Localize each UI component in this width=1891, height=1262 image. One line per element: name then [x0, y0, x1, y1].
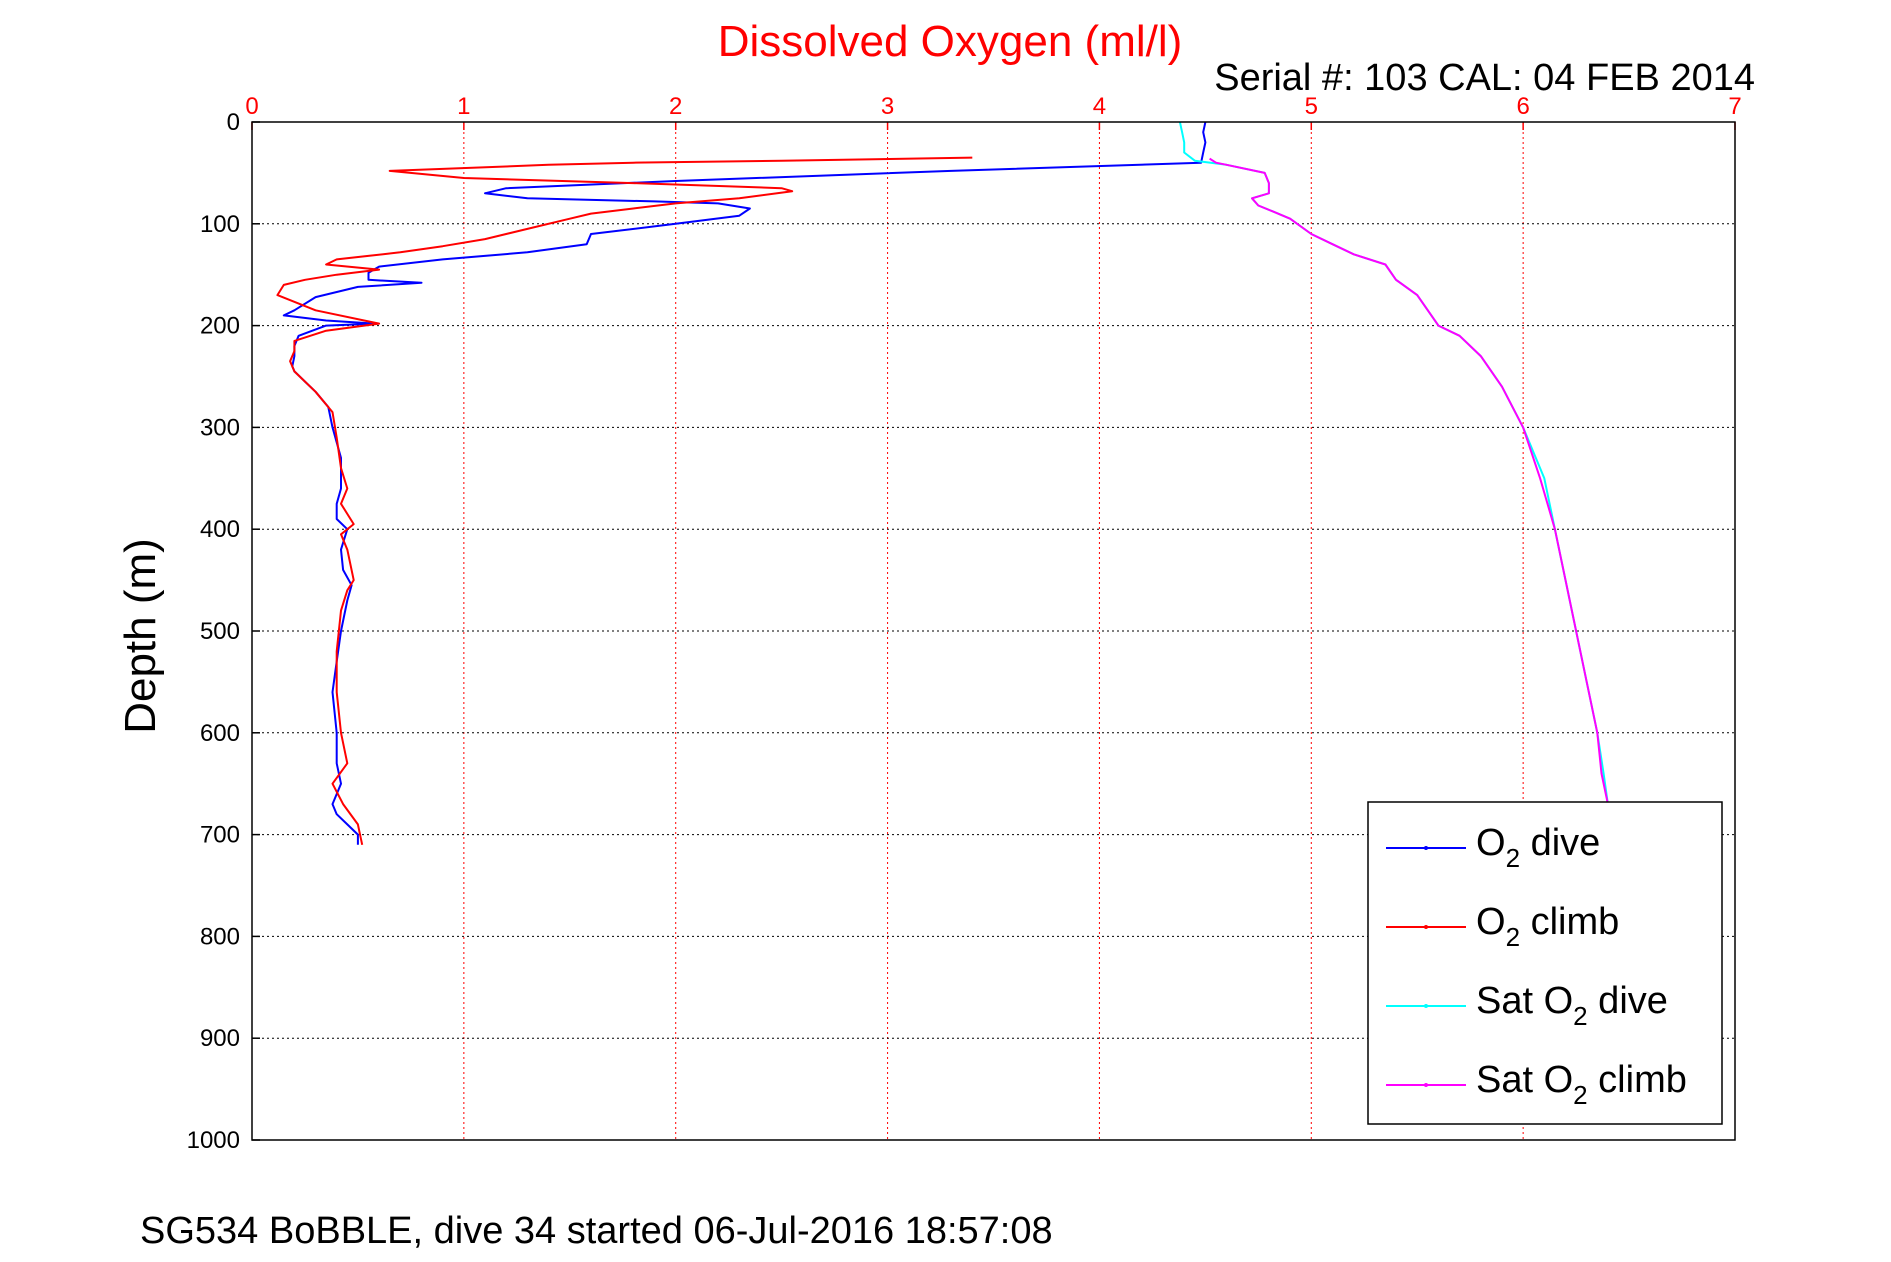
footer-caption: SG534 BoBBLE, dive 34 started 06-Jul-201… [140, 1210, 1053, 1252]
legend-marker [1424, 1083, 1428, 1087]
y-tick-label: 800 [200, 923, 240, 950]
y-tick-label: 200 [200, 313, 240, 340]
legend-label: O2 climb [1476, 901, 1619, 952]
legend-label: Sat O2 climb [1476, 1059, 1687, 1110]
series-line-2 [276, 156, 973, 846]
legend: O2 dive O2 climb Sat O2 dive Sat O2 climb [1367, 801, 1723, 1125]
y-tick-label: 900 [200, 1025, 240, 1052]
x-tick-label: 6 [1516, 93, 1529, 120]
x-tick-label: 2 [669, 93, 682, 120]
legend-marker [1424, 1004, 1428, 1008]
y-tick-label: 0 [227, 109, 240, 136]
legend-label: O2 dive [1476, 822, 1600, 873]
y-tick-label: 300 [200, 414, 240, 441]
axis-ticks: 0 1 2 3 4 5 6 7 0 100 200 300 400 500 600 700 800 900 1000 [187, 93, 1742, 1154]
plot-frame [251, 121, 1736, 1141]
chart-title: Dissolved Oxygen (ml/l) [718, 17, 1183, 66]
y-tick-label: 500 [200, 618, 240, 645]
x-tick-label: 3 [881, 93, 894, 120]
x-tick-label: 7 [1728, 93, 1741, 120]
series-line-4 [1209, 157, 1609, 805]
serial-label: Serial #: 103 CAL: 04 FEB 2014 [1214, 57, 1755, 99]
x-tick-label: 5 [1305, 93, 1318, 120]
y-tick-label: 400 [200, 516, 240, 543]
x-tick-label: 4 [1093, 93, 1106, 120]
y-tick-label: 1000 [187, 1127, 240, 1154]
y-axis-label: Depth (m) [116, 538, 165, 734]
y-tick-label: 700 [200, 822, 240, 849]
legend-marker [1424, 925, 1428, 929]
legend-label: Sat O2 dive [1476, 980, 1668, 1031]
x-tick-label: 0 [245, 93, 258, 120]
y-tick-label: 100 [200, 211, 240, 238]
data-lines [276, 121, 1609, 846]
legend-box [1367, 801, 1723, 1125]
legend-marker [1424, 846, 1428, 850]
y-tick-label: 600 [200, 720, 240, 747]
x-tick-label: 1 [457, 93, 470, 120]
series-line-1 [282, 121, 1207, 845]
